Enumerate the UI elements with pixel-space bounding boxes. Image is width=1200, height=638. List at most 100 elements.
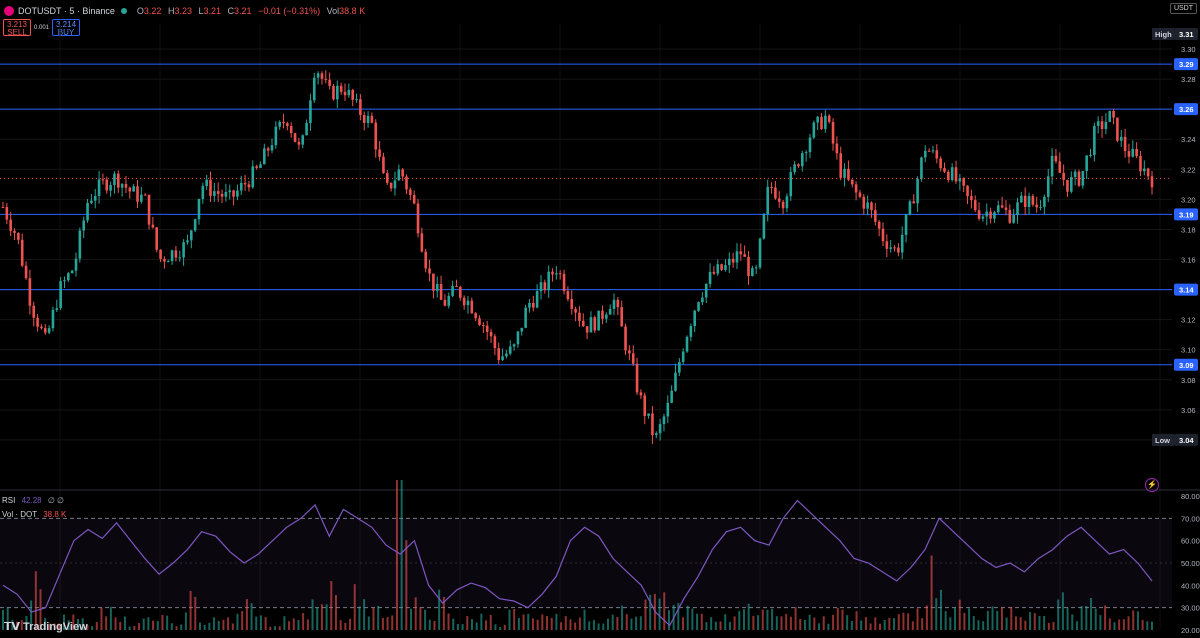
watermark-text: TradingView (23, 620, 88, 633)
rsi-tick-label: 30.00 (1181, 604, 1200, 613)
volume-bar (81, 618, 84, 630)
candle-body (824, 115, 827, 129)
candle-body (670, 390, 673, 403)
candle-body (1143, 168, 1146, 172)
candle-body (339, 85, 343, 92)
volume-legend[interactable]: Vol · DOT 38.8 K (2, 510, 66, 519)
candle-body (1085, 155, 1088, 172)
candle-body (931, 150, 935, 152)
axis-badge-bg (1174, 58, 1198, 71)
volume-bar (644, 599, 647, 630)
candle-body (820, 116, 823, 129)
volume-bar (714, 621, 717, 630)
volume-bar (841, 609, 844, 630)
candle-body (205, 179, 208, 187)
volume-bar (499, 627, 502, 630)
volume-bar (2, 609, 4, 630)
candle-body (539, 282, 543, 292)
candle-body (309, 100, 312, 124)
open-label: O (136, 6, 144, 16)
candle-body (28, 278, 32, 306)
volume-bar (902, 612, 905, 630)
volume-bar (20, 620, 23, 630)
candle-body (501, 356, 504, 361)
volume-bar (231, 623, 234, 630)
candle-body (858, 192, 862, 197)
candle-body (797, 164, 800, 167)
candle-body (90, 200, 93, 203)
symbol-label[interactable]: DOTUSDT · 5 · Binance (18, 6, 115, 16)
axis-badge-label: High (1155, 30, 1172, 39)
currency-badge[interactable]: USDT (1169, 3, 1197, 14)
candle-body (512, 344, 516, 347)
candle-body (923, 150, 927, 158)
candle-body (570, 299, 574, 309)
candle-body (835, 143, 839, 154)
volume-bar (508, 609, 511, 630)
candle-body (40, 326, 43, 329)
volume-bar (972, 615, 975, 630)
rsi-legend[interactable]: RSI 42.28 ∅ ∅ (2, 496, 64, 505)
volume-bar (274, 626, 277, 630)
candle-body (36, 317, 39, 327)
volume-bar (761, 609, 764, 630)
candle-body (278, 121, 281, 127)
candle-body (243, 182, 247, 185)
candle-body (140, 194, 143, 202)
candle-body (908, 201, 912, 215)
candle-body (443, 299, 447, 306)
volume-bar (217, 620, 220, 630)
candle-body (220, 193, 224, 197)
volume-bar (728, 621, 731, 630)
volume-bar (405, 540, 408, 630)
volume-bar (757, 615, 760, 630)
volume-bar (119, 621, 122, 630)
lightning-icon[interactable]: ⚡ (1145, 478, 1159, 492)
volume-bar (949, 617, 952, 630)
tradingview-logo-icon: 𝗧𝗩 (4, 621, 21, 633)
candle-body (954, 167, 958, 182)
volume-bar (564, 616, 567, 630)
candle-body (704, 283, 708, 298)
volume-bar (105, 616, 108, 630)
candle-body (493, 336, 497, 349)
candle-body (1031, 196, 1035, 205)
volume-bar (517, 617, 520, 630)
volume-bar (785, 614, 788, 630)
candle-body (774, 187, 777, 199)
volume-bar (996, 610, 999, 630)
volume-bar (189, 591, 192, 630)
candle-body (777, 198, 781, 202)
volume-bar (123, 616, 126, 630)
candle-body (831, 121, 835, 144)
candle-body (870, 202, 873, 211)
volume-bar (316, 607, 319, 630)
buy-button[interactable]: 3.214 BUY (52, 19, 81, 37)
axis-badge-value: 3.14 (1179, 286, 1194, 295)
candle-body (566, 290, 570, 300)
candle-body (301, 135, 305, 145)
volume-bar (977, 620, 980, 630)
candle-body (547, 271, 550, 291)
candle-body (435, 284, 439, 291)
candle-body (93, 195, 97, 201)
volume-bar (667, 610, 670, 630)
candle-body (1104, 121, 1108, 130)
rsi-value: 42.28 (21, 496, 42, 505)
volume-bar (930, 555, 933, 630)
sell-button[interactable]: 3.213 SELL (3, 19, 31, 37)
candle-body (612, 299, 616, 309)
candle-body (474, 313, 477, 319)
axis-badge-bg (1174, 28, 1198, 40)
volume-bar (921, 618, 924, 630)
candle-body (643, 395, 647, 416)
candle-body (555, 273, 558, 275)
candle-body (416, 203, 420, 234)
volume-bar (1010, 607, 1013, 630)
volume-bar (236, 613, 239, 630)
low-value: 3.21 (203, 6, 222, 16)
volume-bar (621, 605, 624, 630)
volume-bar (855, 611, 858, 630)
volume-bar (597, 623, 600, 630)
